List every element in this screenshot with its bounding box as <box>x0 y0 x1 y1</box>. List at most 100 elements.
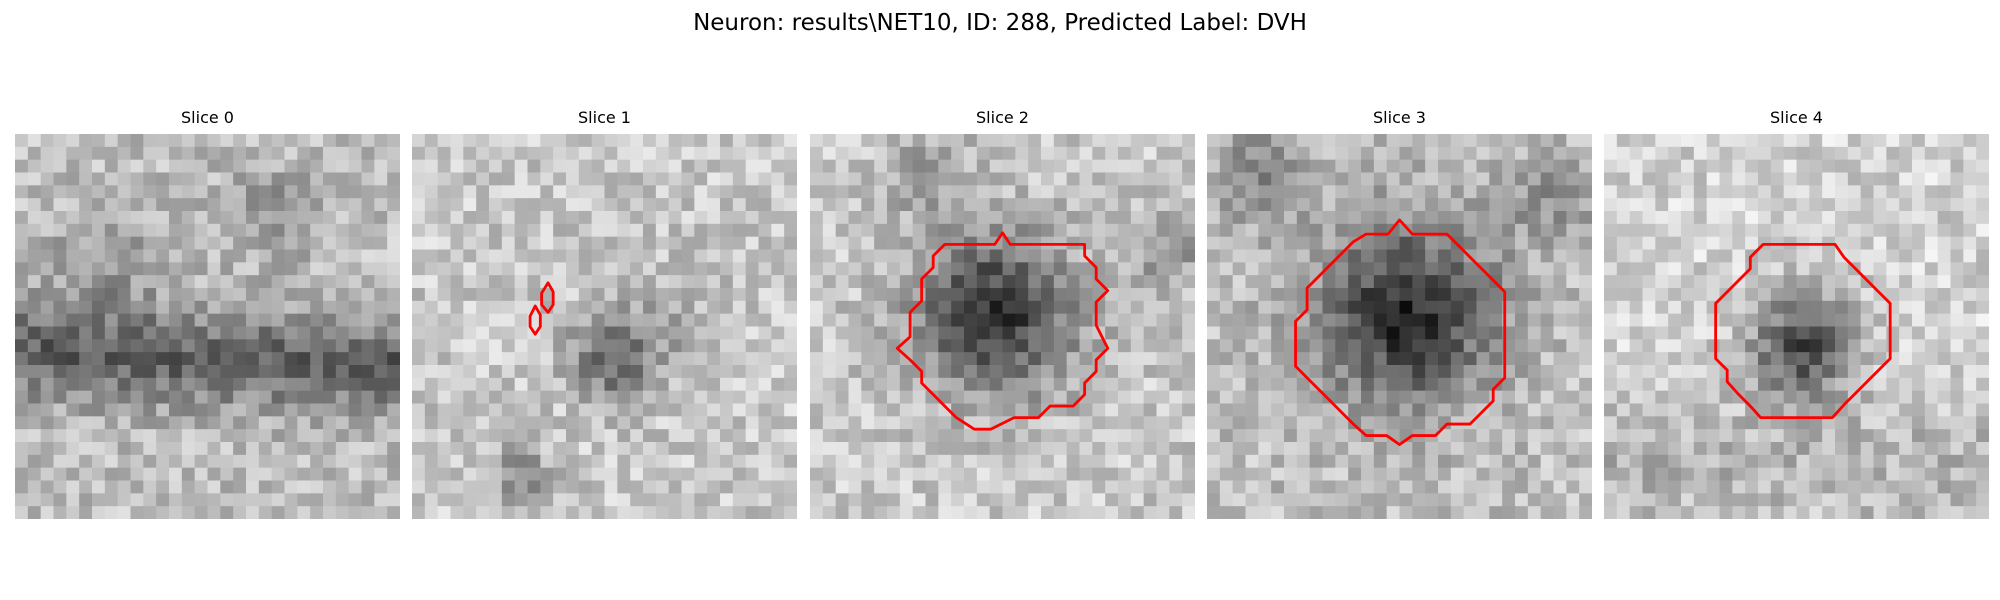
image-pixel <box>476 403 490 417</box>
image-pixel <box>1412 506 1426 519</box>
image-pixel <box>117 480 131 494</box>
image-pixel <box>1553 480 1567 494</box>
image-pixel <box>284 339 298 353</box>
image-pixel <box>143 159 157 173</box>
image-pixel <box>630 442 644 456</box>
image-pixel <box>387 467 400 481</box>
image-pixel <box>732 416 747 430</box>
image-pixel <box>951 339 965 353</box>
image-pixel <box>1976 377 1989 392</box>
image-pixel <box>1092 429 1106 443</box>
image-pixel <box>784 480 797 494</box>
image-pixel <box>925 211 939 225</box>
image-pixel <box>578 185 593 199</box>
image-pixel <box>92 223 106 238</box>
image-pixel <box>1681 223 1695 238</box>
image-pixel <box>1937 198 1951 212</box>
image-pixel <box>732 185 747 199</box>
image-pixel <box>194 300 208 315</box>
image-pixel <box>412 159 426 173</box>
image-pixel <box>912 339 926 353</box>
image-pixel <box>1156 300 1170 315</box>
image-pixel <box>412 352 426 366</box>
image-pixel <box>540 249 554 263</box>
image-pixel <box>745 403 759 417</box>
image-pixel <box>476 288 490 302</box>
image-pixel <box>476 454 490 469</box>
image-pixel <box>1335 300 1349 315</box>
image-pixel <box>1489 467 1503 481</box>
image-pixel <box>630 326 644 340</box>
image-pixel <box>720 249 734 263</box>
image-pixel <box>233 223 247 238</box>
image-pixel <box>1156 159 1170 173</box>
image-pixel <box>1822 211 1836 225</box>
image-pixel <box>591 185 605 199</box>
image-pixel <box>1361 390 1375 404</box>
image-pixel <box>1860 172 1874 186</box>
image-pixel <box>938 300 952 315</box>
image-pixel <box>707 365 721 379</box>
image-pixel <box>1438 390 1452 404</box>
image-pixel <box>1693 313 1708 327</box>
image-pixel <box>1668 403 1682 417</box>
image-pixel <box>310 377 324 392</box>
image-pixel <box>297 275 311 289</box>
image-pixel <box>92 288 106 302</box>
image-pixel <box>976 442 991 456</box>
image-pixel <box>1642 223 1656 238</box>
image-pixel <box>566 454 580 469</box>
image-pixel <box>681 300 695 315</box>
image-pixel <box>1629 275 1643 289</box>
image-pixel <box>655 223 670 238</box>
image-pixel <box>284 211 298 225</box>
image-pixel <box>1912 313 1926 327</box>
image-pixel <box>745 211 759 225</box>
image-pixel <box>387 249 400 263</box>
image-pixel <box>835 262 849 276</box>
image-pixel <box>1156 429 1170 443</box>
image-pixel <box>463 506 477 519</box>
image-pixel <box>874 506 888 519</box>
image-pixel <box>1860 159 1874 173</box>
image-pixel <box>271 313 285 327</box>
image-pixel <box>169 223 183 238</box>
image-pixel <box>194 339 208 353</box>
image-pixel <box>1438 365 1452 379</box>
image-pixel <box>591 326 605 340</box>
image-pixel <box>668 493 682 507</box>
image-pixel <box>53 159 67 173</box>
image-pixel <box>745 275 759 289</box>
image-pixel <box>1463 326 1477 340</box>
image-pixel <box>681 352 695 366</box>
image-pixel <box>1041 339 1055 353</box>
image-pixel <box>1258 288 1272 302</box>
image-pixel <box>887 236 901 250</box>
image-pixel <box>1322 454 1336 469</box>
image-pixel <box>1182 480 1195 494</box>
image-pixel <box>1463 172 1477 186</box>
image-pixel <box>720 185 734 199</box>
image-pixel <box>181 313 196 327</box>
image-pixel <box>1835 313 1849 327</box>
image-pixel <box>1642 249 1656 263</box>
image-pixel <box>156 416 170 430</box>
image-pixel <box>1373 339 1388 353</box>
image-pixel <box>720 275 734 289</box>
image-pixel <box>1886 249 1900 263</box>
image-pixel <box>1950 211 1964 225</box>
image-pixel <box>1002 365 1016 379</box>
image-pixel <box>1629 134 1643 148</box>
image-pixel <box>1976 300 1989 315</box>
image-pixel <box>1476 172 1490 186</box>
image-pixel <box>53 403 67 417</box>
image-pixel <box>207 275 221 289</box>
image-pixel <box>1719 223 1733 238</box>
image-pixel <box>1540 185 1554 199</box>
image-pixel <box>1399 275 1413 289</box>
image-pixel <box>1809 365 1823 379</box>
image-pixel <box>720 454 734 469</box>
image-pixel <box>1296 390 1311 404</box>
image-pixel <box>387 313 400 327</box>
image-pixel <box>655 506 670 519</box>
